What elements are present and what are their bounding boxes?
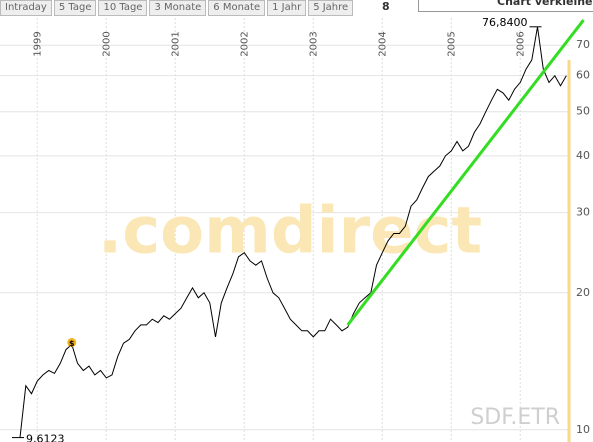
x-tick-label: 2005 (446, 31, 457, 56)
tab[interactable]: 10 Tage (98, 0, 148, 16)
tab[interactable]: Intraday (0, 0, 52, 16)
tab[interactable]: 5 Tage (53, 0, 97, 16)
dividend-dot (67, 337, 77, 347)
annotation: 76,8400 (482, 16, 528, 29)
y-tick-label: 10 (576, 423, 590, 436)
tabs: Intraday 5 Tage 10 Tage 3 Monate 6 Monate 1 J… (0, 0, 355, 16)
y-tick-label: 20 (576, 286, 590, 299)
tab[interactable]: 3 Monate (149, 0, 207, 16)
dividend-label: $ (69, 339, 75, 348)
x-tick-label: 2004 (377, 31, 388, 56)
tab[interactable]: 1 Jahr (267, 0, 307, 16)
x-tick-label: 2000 (101, 31, 112, 56)
y-tick-label: 40 (576, 149, 590, 162)
tab[interactable]: 6 Monate (208, 0, 266, 16)
annotation: 9,6123 (26, 433, 65, 442)
y-tick-label: 70 (576, 38, 590, 51)
x-tick-label: 2006 (515, 31, 526, 56)
tab[interactable]: 5 Jahre (308, 0, 354, 16)
x-tick-label: 2001 (170, 31, 181, 56)
tab-extra[interactable]: 8 (382, 0, 390, 13)
watermark: .comdirect (98, 195, 482, 269)
shrink-button[interactable]: Chart verkleinern (418, 0, 593, 12)
price-line (19, 26, 567, 438)
trendline (346, 19, 585, 326)
y-tick-label: 60 (576, 69, 590, 82)
x-tick-label: 2002 (239, 31, 250, 56)
symbol: SDF.ETR (470, 405, 560, 430)
x-tick-label: 2003 (308, 31, 319, 56)
y-tick-label: 30 (576, 206, 590, 219)
x-tick-label: 1999 (32, 31, 43, 56)
y-tick-label: 50 (576, 105, 590, 118)
